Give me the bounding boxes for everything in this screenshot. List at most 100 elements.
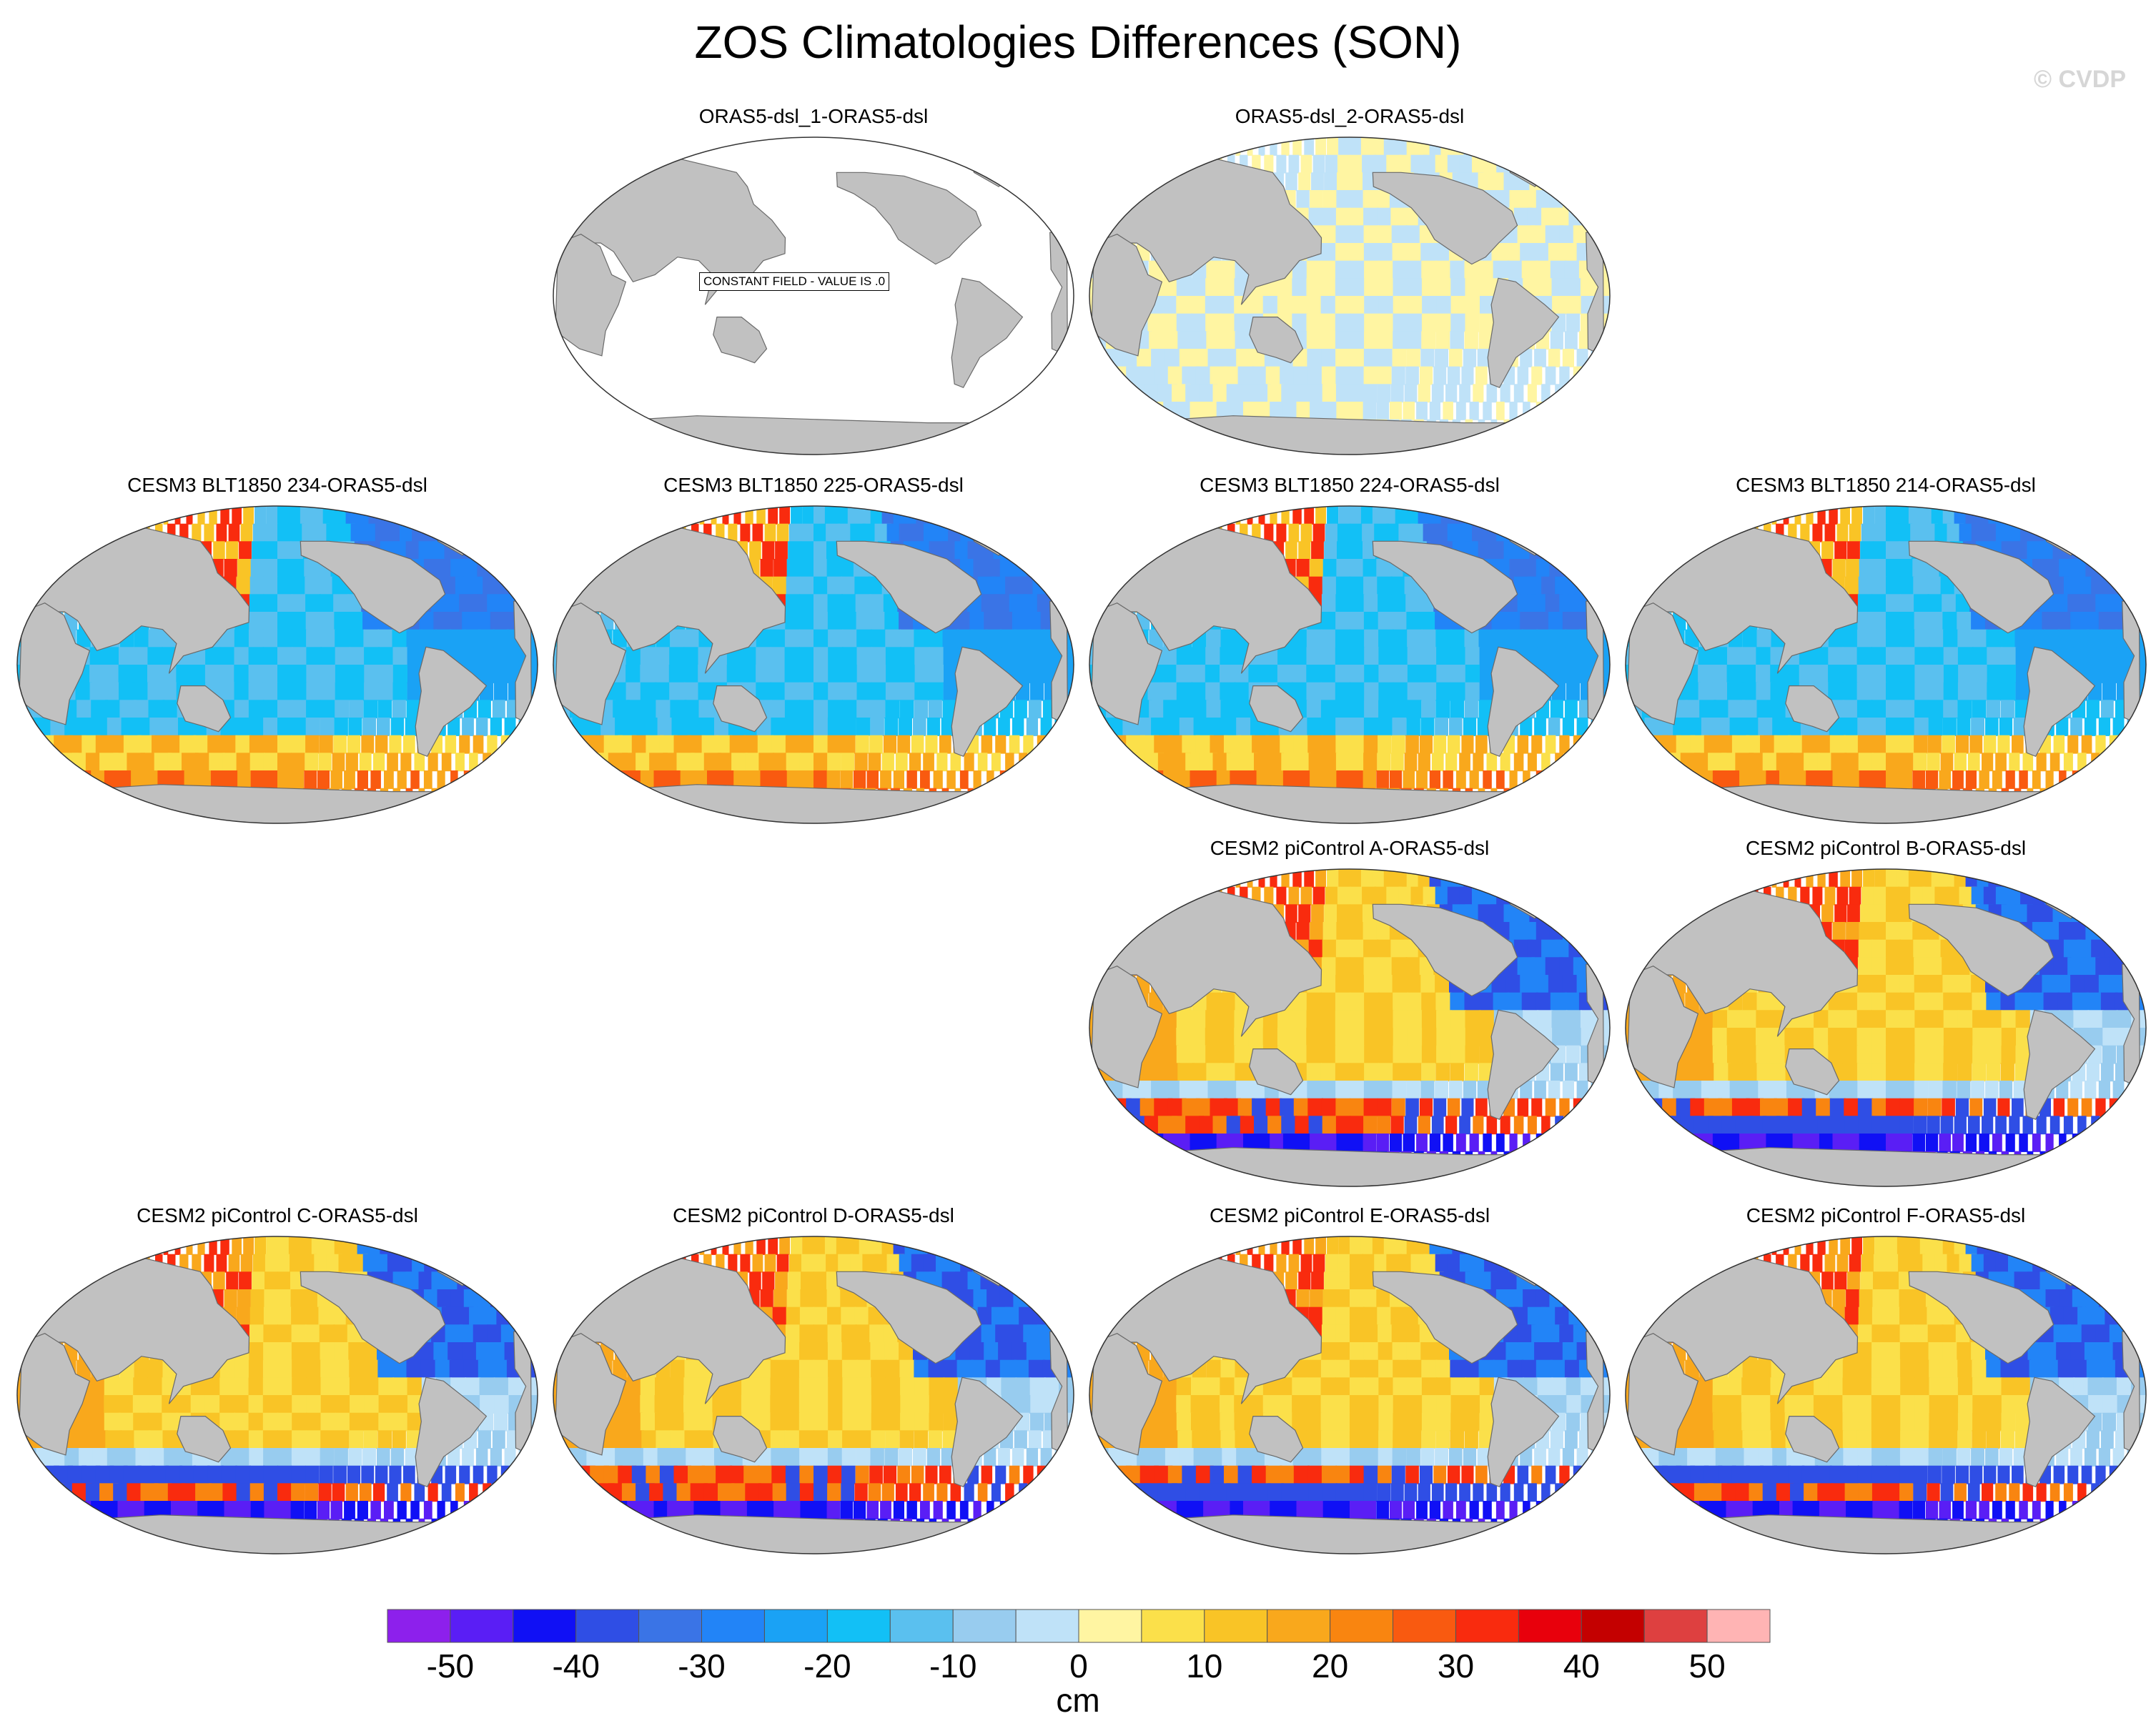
anomaly-cell <box>1568 1151 1571 1170</box>
map-border <box>1089 137 1611 455</box>
anomaly-cell <box>1698 647 1714 666</box>
anomaly-cell <box>425 1236 450 1255</box>
anomaly-cell <box>1942 735 1955 754</box>
anomaly-cell <box>1461 366 1474 385</box>
anomaly-cell <box>1857 735 1874 754</box>
anomaly-cell <box>2043 992 2060 1011</box>
anomaly-cell <box>470 506 498 525</box>
anomaly-cell <box>1178 1169 1202 1186</box>
anomaly-cell <box>1308 207 1323 227</box>
anomaly-cell <box>1646 770 1668 789</box>
anomaly-cell <box>1262 665 1279 683</box>
anomaly-cell <box>1306 1045 1322 1064</box>
anomaly-cell <box>1758 718 1775 736</box>
anomaly-cell <box>89 682 107 701</box>
anomaly-cell <box>1563 402 1569 420</box>
anomaly-cell <box>1406 243 1423 262</box>
anomaly-cell <box>332 753 345 772</box>
anomaly-cell <box>1378 594 1393 613</box>
anomaly-cell <box>1416 770 1428 789</box>
anomaly-cell <box>305 576 320 595</box>
anomaly-cell <box>1927 957 1944 976</box>
anomaly-cell <box>827 594 843 613</box>
anomaly-cell <box>1118 541 1124 560</box>
anomaly-cell <box>1166 869 1169 888</box>
anomaly-cell <box>885 629 901 648</box>
anomaly-cell <box>1886 939 1901 958</box>
anomaly-cell <box>2000 700 2014 719</box>
anomaly-cell <box>262 1359 279 1379</box>
anomaly-cell <box>1465 647 1481 666</box>
anomaly-cell <box>1027 770 1033 789</box>
anomaly-cell <box>1362 886 1377 906</box>
anomaly-cell <box>162 665 177 683</box>
anomaly-cell <box>1958 665 1974 683</box>
anomaly-cell <box>117 506 119 525</box>
anomaly-cell <box>508 647 524 666</box>
anomaly-cell <box>1016 665 1031 683</box>
anomaly-cell <box>475 718 488 736</box>
anomaly-cell <box>1549 559 1570 577</box>
anomaly-cell <box>1842 1063 1859 1082</box>
map-panel: CESM3 BLT1850 234-ORAS5-dsl <box>13 473 542 830</box>
anomaly-cell <box>2099 1134 2105 1152</box>
anomaly-cell <box>1178 506 1180 525</box>
anomaly-cell <box>841 735 856 754</box>
anomaly-cell <box>1842 665 1858 683</box>
anomaly-cell <box>1335 1063 1351 1082</box>
anomaly-cell <box>1563 559 1583 577</box>
anomaly-cell <box>1306 665 1322 683</box>
anomaly-cell <box>1376 402 1390 420</box>
anomaly-cell <box>1166 886 1171 906</box>
anomaly-cell <box>746 770 763 789</box>
anomaly-cell <box>1495 402 1505 420</box>
anomaly-cell <box>1028 629 1046 648</box>
anomaly-cell <box>1856 682 1873 701</box>
anomaly-cell <box>1886 594 1902 613</box>
anomaly-cell <box>130 805 153 823</box>
anomaly-cell <box>420 629 437 648</box>
anomaly-cell <box>1872 1134 1887 1152</box>
anomaly-cell <box>237 770 253 789</box>
anomaly-cell <box>1699 700 1716 719</box>
anomaly-cell <box>1591 349 1603 367</box>
anomaly-cell <box>1744 718 1761 736</box>
anomaly-cell <box>1699 1063 1716 1082</box>
anomaly-cell <box>1871 975 1887 993</box>
anomaly-cell <box>2104 904 2127 923</box>
anomaly-cell <box>625 682 643 701</box>
anomaly-cell <box>2112 559 2133 577</box>
anomaly-cell <box>1479 682 1494 701</box>
anomaly-cell <box>814 718 829 736</box>
anomaly-cell <box>1350 366 1365 385</box>
anomaly-cell <box>448 506 474 525</box>
anomaly-cell <box>1363 718 1379 736</box>
anomaly-cell <box>334 1342 350 1361</box>
anomaly-cell <box>939 506 961 525</box>
anomaly-cell <box>1639 576 1649 595</box>
anomaly-cell <box>799 594 815 613</box>
anomaly-cell <box>1886 992 1902 1011</box>
anomaly-cell <box>1727 1045 1744 1064</box>
anomaly-cell <box>1390 1116 1404 1135</box>
anomaly-cell <box>1364 647 1380 666</box>
anomaly-cell <box>51 770 73 789</box>
anomaly-cell <box>1391 1098 1405 1117</box>
anomaly-cell <box>1576 1134 1582 1152</box>
anomaly-cell <box>1886 523 1900 542</box>
land-mass <box>836 172 982 265</box>
anomaly-cell <box>1910 523 1926 542</box>
anomaly-cell <box>1277 647 1293 666</box>
anomaly-cell <box>1350 576 1365 595</box>
anomaly-cell <box>1378 957 1393 976</box>
anomaly-cell <box>1509 137 1534 156</box>
anomaly-cell <box>1859 922 1873 941</box>
anomaly-cell <box>2068 506 2095 525</box>
anomaly-cell <box>914 682 929 701</box>
anomaly-cell <box>1760 869 1765 888</box>
anomaly-cell <box>1992 770 2002 789</box>
anomaly-cell <box>1166 137 1169 156</box>
anomaly-cell <box>855 594 871 613</box>
anomaly-cell <box>1987 682 2002 701</box>
anomaly-cell <box>1484 805 1488 823</box>
